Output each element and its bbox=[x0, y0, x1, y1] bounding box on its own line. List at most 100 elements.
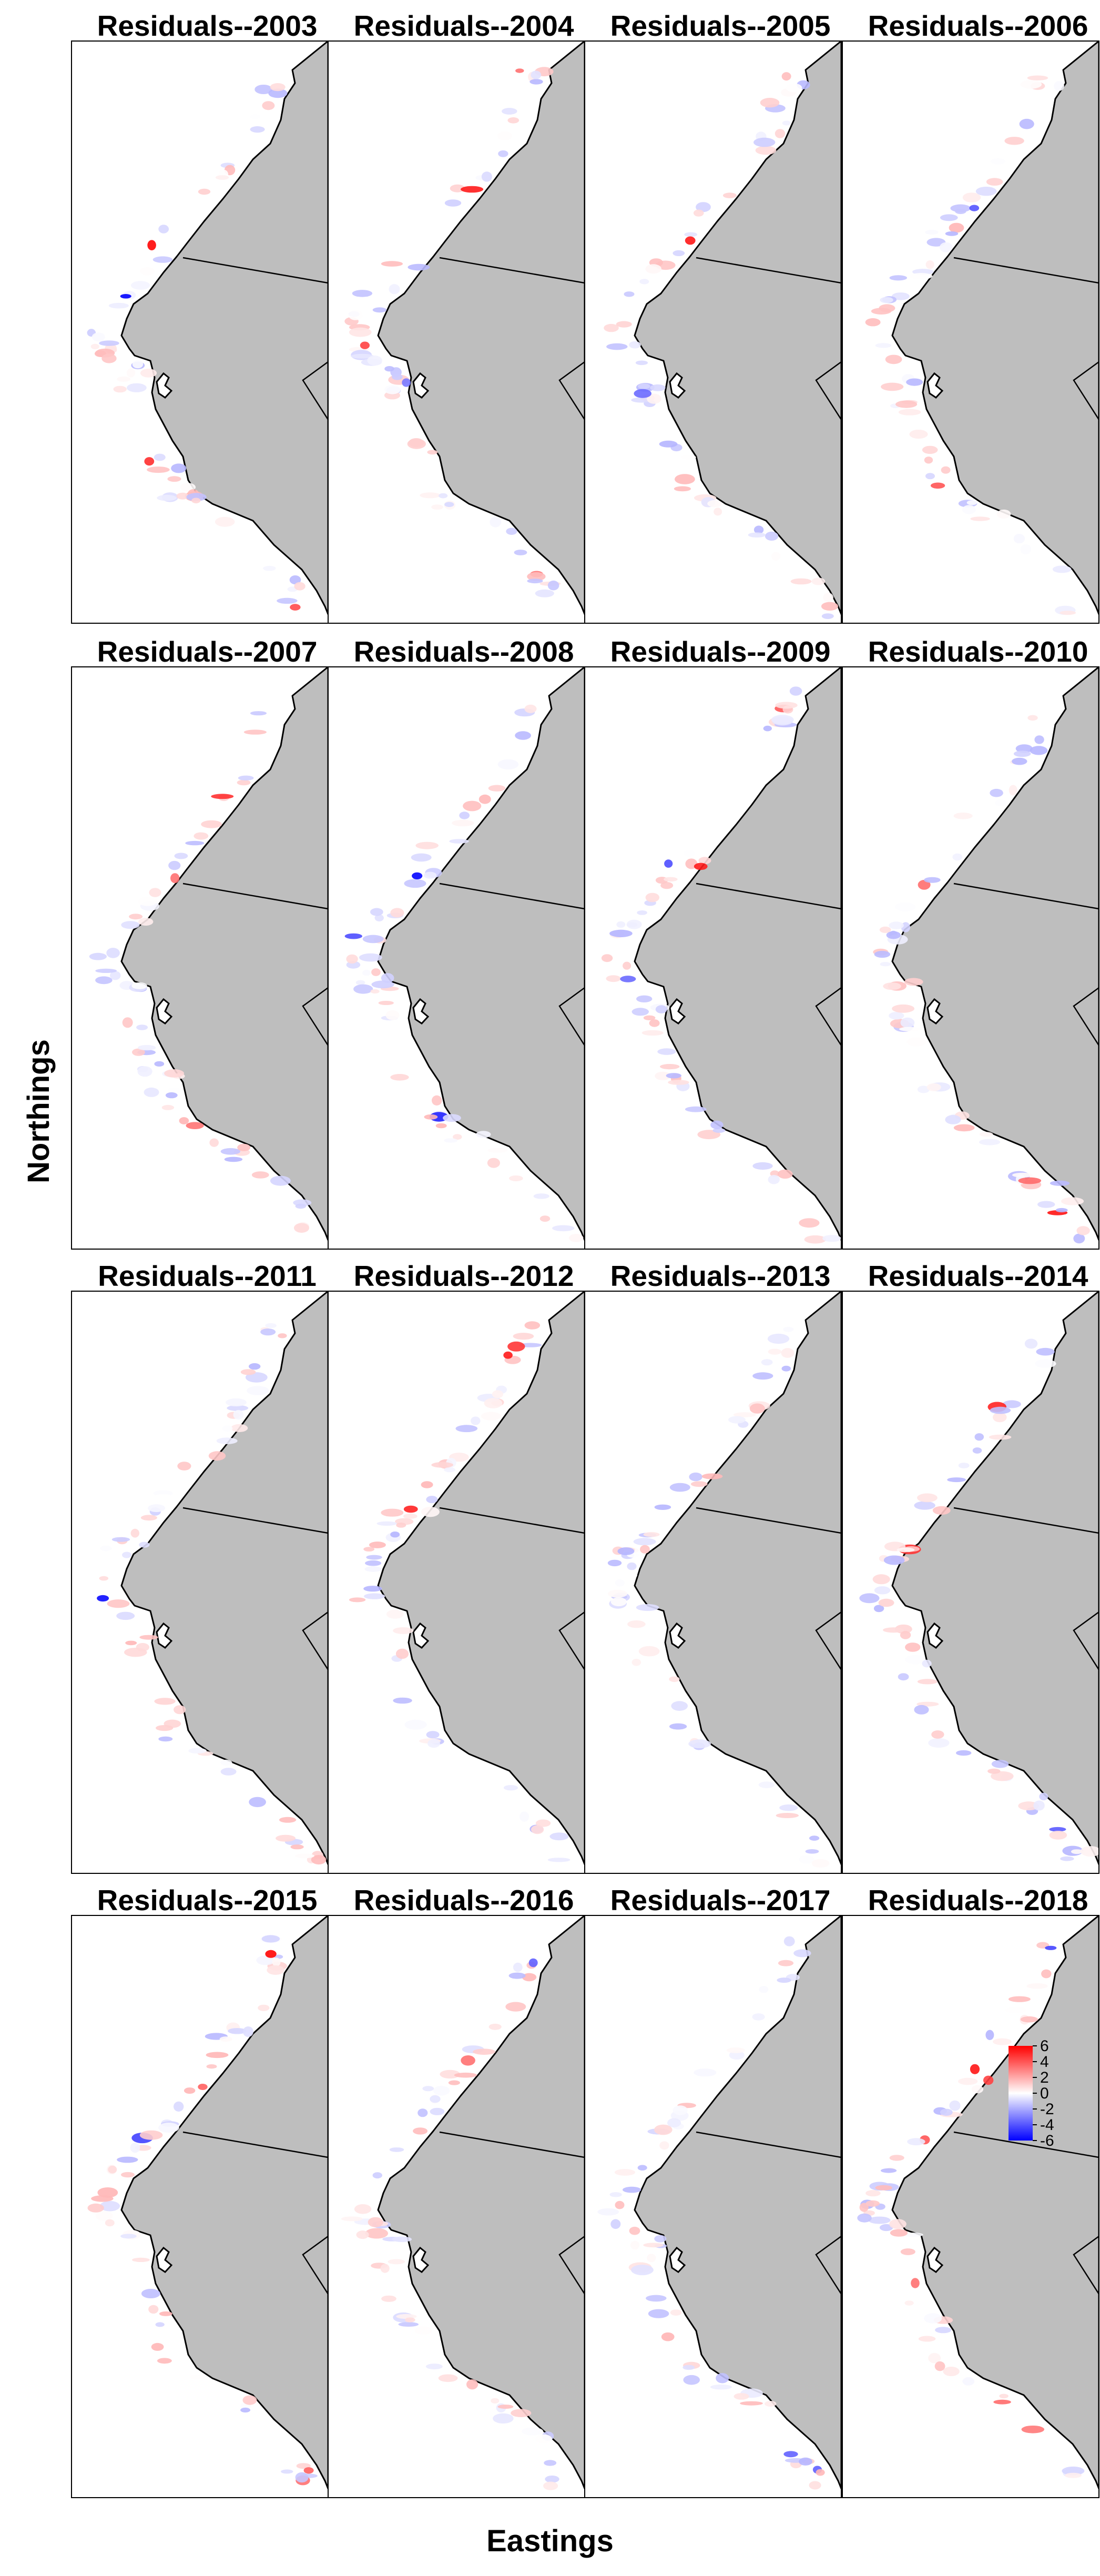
state-border-line bbox=[302, 987, 328, 1046]
residual-patch bbox=[1071, 1849, 1083, 1854]
residual-patch bbox=[641, 1030, 664, 1036]
land-polygon bbox=[634, 41, 841, 615]
residual-patch bbox=[403, 1505, 418, 1513]
residual-patch bbox=[349, 327, 372, 337]
residual-patch bbox=[953, 813, 973, 819]
residual-patch bbox=[685, 1106, 707, 1112]
residual-patch bbox=[1009, 785, 1017, 796]
state-border-line bbox=[182, 1507, 328, 1534]
map-panel: Residuals--2018 bbox=[842, 1884, 1099, 2498]
residual-patch bbox=[636, 995, 653, 1002]
residual-patch bbox=[990, 1406, 1011, 1414]
residual-patch bbox=[647, 2254, 656, 2263]
residual-patch bbox=[364, 1566, 382, 1572]
residual-patch bbox=[922, 445, 938, 454]
residual-patch bbox=[524, 1321, 541, 1330]
residual-patch bbox=[130, 2142, 140, 2153]
residual-patch bbox=[488, 2023, 502, 2030]
residual-patch bbox=[127, 383, 147, 392]
residual-patch bbox=[953, 1124, 975, 1132]
residual-patch bbox=[233, 1409, 244, 1420]
residual-patch bbox=[426, 1731, 440, 1739]
residual-patch bbox=[668, 1080, 689, 1085]
residual-patch bbox=[149, 888, 161, 897]
residual-patch bbox=[1008, 1996, 1031, 2002]
residual-patch bbox=[935, 2327, 952, 2334]
residual-patch bbox=[435, 1123, 447, 1129]
residual-patch bbox=[371, 980, 394, 989]
residual-patch bbox=[117, 376, 131, 382]
residual-patch bbox=[1021, 2426, 1045, 2433]
residual-patch bbox=[707, 500, 722, 508]
residual-patch bbox=[1034, 735, 1044, 744]
residual-patch bbox=[417, 2108, 428, 2117]
residual-patch bbox=[889, 1012, 904, 1020]
panel-title: Residuals--2012 bbox=[354, 1260, 574, 1292]
residual-patch bbox=[950, 204, 971, 212]
residual-patch bbox=[353, 984, 373, 994]
residual-patch bbox=[125, 1640, 137, 1646]
residual-patch bbox=[660, 1064, 680, 1070]
residual-patch bbox=[393, 1697, 412, 1704]
residual-patch bbox=[131, 2257, 150, 2262]
residual-patch bbox=[752, 1162, 773, 1170]
residual-patch bbox=[917, 1679, 938, 1685]
residual-patch bbox=[632, 1008, 649, 1016]
residual-patch bbox=[868, 2216, 891, 2224]
residual-patch bbox=[874, 950, 891, 958]
residual-patch bbox=[168, 1088, 181, 1093]
land-polygon bbox=[377, 41, 585, 615]
residual-patch bbox=[389, 2147, 404, 2152]
residual-patch bbox=[777, 1977, 791, 1983]
residual-patch bbox=[438, 2374, 458, 2382]
residual-patch bbox=[220, 1148, 241, 1155]
residual-patch bbox=[675, 474, 695, 484]
residual-patch bbox=[1062, 2466, 1085, 2476]
residual-patch bbox=[148, 1504, 165, 1513]
residual-patch bbox=[520, 1811, 529, 1822]
residual-patch bbox=[604, 323, 619, 332]
residual-patch bbox=[105, 2219, 115, 2227]
residual-patch bbox=[270, 83, 286, 92]
residual-patch bbox=[871, 308, 892, 315]
map-panels: Residuals--2003 Residuals--2004 Residuals-… bbox=[71, 9, 1099, 2498]
residual-patch bbox=[220, 1759, 232, 1766]
state-border-line bbox=[1073, 1611, 1099, 1670]
bay-outline bbox=[412, 998, 430, 1025]
residual-patch bbox=[490, 516, 502, 528]
residual-patch bbox=[970, 2064, 980, 2074]
residual-patch bbox=[443, 1114, 461, 1122]
residual-patch bbox=[681, 455, 696, 460]
residual-patch bbox=[875, 343, 892, 348]
residual-patch bbox=[154, 1698, 176, 1705]
residual-patch bbox=[424, 1114, 438, 1120]
residual-patch bbox=[781, 72, 791, 81]
residual-patch bbox=[158, 2123, 179, 2133]
residual-patch bbox=[1020, 544, 1032, 555]
residual-patch bbox=[664, 859, 673, 868]
residual-patch bbox=[778, 1960, 794, 1966]
residual-patch bbox=[1052, 565, 1072, 573]
bay-outline bbox=[926, 2246, 944, 2273]
residual-patch bbox=[381, 973, 394, 983]
residual-patch bbox=[1073, 1233, 1085, 1244]
residual-patch bbox=[865, 318, 881, 327]
residual-patch bbox=[412, 872, 423, 879]
residual-patch bbox=[640, 1545, 650, 1554]
residual-patch bbox=[809, 1835, 820, 1841]
residual-patch bbox=[513, 1962, 523, 1972]
residual-patch bbox=[303, 2467, 314, 2474]
residual-patch bbox=[188, 1748, 207, 1754]
residual-patch bbox=[372, 2172, 382, 2179]
bay-outline bbox=[156, 1622, 173, 1649]
residual-patch bbox=[140, 1515, 157, 1521]
residual-patch bbox=[262, 101, 275, 110]
residual-patch bbox=[983, 2075, 994, 2085]
residual-patch bbox=[515, 731, 531, 740]
state-border-line bbox=[558, 987, 585, 1046]
panel-border bbox=[842, 1291, 1099, 1874]
state-border-line bbox=[815, 361, 841, 420]
residual-patch bbox=[660, 882, 674, 889]
residual-patch bbox=[1033, 1800, 1045, 1811]
residual-patch bbox=[185, 840, 205, 846]
